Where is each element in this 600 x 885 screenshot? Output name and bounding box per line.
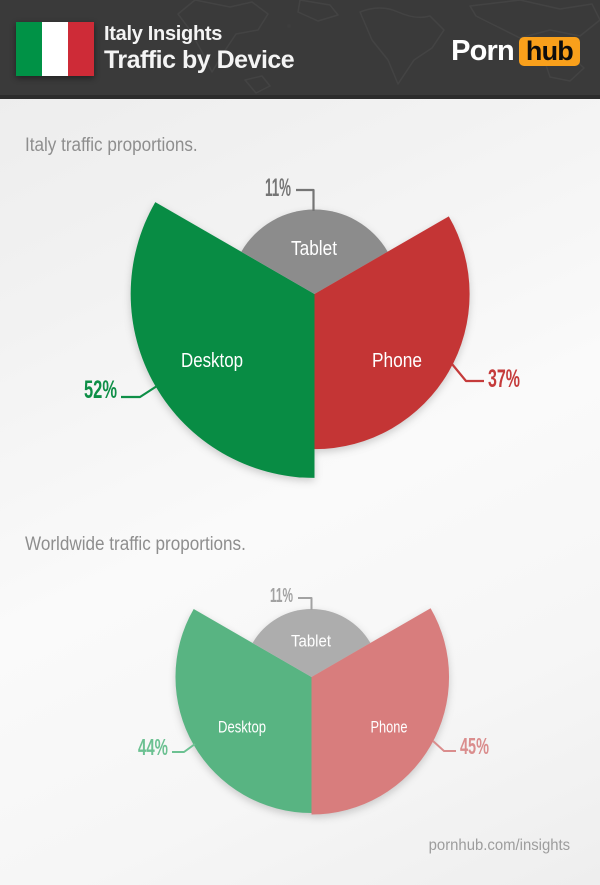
callout-line-tablet <box>296 188 315 211</box>
italy-device-rose-chart: Desktop 52% Tablet 11% Phone 37% <box>84 174 520 478</box>
pie-slice-tablet <box>241 209 388 294</box>
slice-label-desktop: Desktop <box>218 718 266 737</box>
section-heading-worldwide: Worldwide traffic proportions. <box>25 534 246 555</box>
callout-value-desktop: 52% <box>84 376 117 404</box>
pornhub-logo: Porn hub <box>451 35 580 68</box>
slice-label-phone: Phone <box>372 350 422 372</box>
callout-value-phone: 37% <box>488 365 520 393</box>
header-subtitle: Italy Insights <box>104 23 223 45</box>
callout-value-desktop: 44% <box>138 734 168 760</box>
callout-value-phone: 45% <box>460 733 489 759</box>
flag-stripe-red <box>68 22 94 76</box>
header-title: Traffic by Device <box>104 46 295 74</box>
worldwide-device-rose-chart: Desktop 44% Tablet 11% Phone 45% <box>138 585 489 815</box>
callout-value-tablet: 11% <box>265 174 291 202</box>
pie-slice-phone <box>314 216 470 450</box>
callout-line-phone <box>451 363 484 383</box>
flag-stripe-green <box>16 22 42 76</box>
slice-label-phone: Phone <box>371 718 408 737</box>
italy-flag-icon <box>16 22 94 76</box>
slice-label-tablet: Tablet <box>291 632 331 651</box>
footer-url: pornhub.com/insights <box>428 837 570 854</box>
callout-line-desktop <box>172 743 196 753</box>
logo-text-porn: Porn <box>451 35 515 67</box>
logo-text-hub: hub <box>518 37 580 66</box>
header-titles: Italy Insights Traffic by Device <box>104 23 295 74</box>
section-heading-italy: Italy traffic proportions. <box>25 135 198 156</box>
pie-slice-phone <box>311 608 450 815</box>
slice-label-tablet: Tablet <box>291 238 337 260</box>
callout-line-desktop <box>121 385 158 399</box>
header: Italy Insights Traffic by Device Porn hu… <box>0 0 600 99</box>
callout-line-tablet <box>298 597 313 610</box>
pie-slice-desktop <box>130 202 315 478</box>
callout-line-phone <box>432 740 456 752</box>
flag-stripe-white <box>42 22 68 76</box>
callout-value-tablet: 11% <box>270 585 293 607</box>
pie-slice-desktop <box>175 609 312 813</box>
slice-label-desktop: Desktop <box>181 350 243 372</box>
